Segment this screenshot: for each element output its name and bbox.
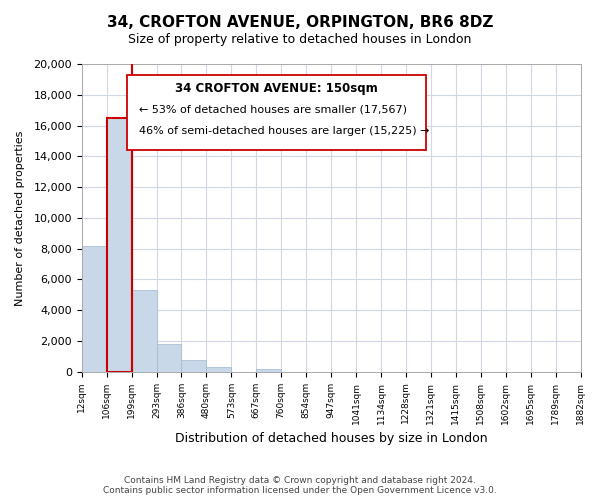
Text: Size of property relative to detached houses in London: Size of property relative to detached ho… xyxy=(128,32,472,46)
Bar xyxy=(131,290,157,372)
X-axis label: Distribution of detached houses by size in London: Distribution of detached houses by size … xyxy=(175,432,487,445)
Bar xyxy=(157,344,181,372)
Bar xyxy=(107,118,131,372)
Bar xyxy=(82,246,107,372)
Text: ← 53% of detached houses are smaller (17,567): ← 53% of detached houses are smaller (17… xyxy=(139,104,407,114)
FancyBboxPatch shape xyxy=(127,75,426,150)
Text: 46% of semi-detached houses are larger (15,225) →: 46% of semi-detached houses are larger (… xyxy=(139,126,430,136)
Bar xyxy=(256,368,281,372)
Text: Contains HM Land Registry data © Crown copyright and database right 2024.
Contai: Contains HM Land Registry data © Crown c… xyxy=(103,476,497,495)
Bar xyxy=(206,367,232,372)
Bar xyxy=(107,118,131,372)
Text: 34, CROFTON AVENUE, ORPINGTON, BR6 8DZ: 34, CROFTON AVENUE, ORPINGTON, BR6 8DZ xyxy=(107,15,493,30)
Text: 34 CROFTON AVENUE: 150sqm: 34 CROFTON AVENUE: 150sqm xyxy=(175,82,377,96)
Bar xyxy=(181,360,206,372)
Y-axis label: Number of detached properties: Number of detached properties xyxy=(15,130,25,306)
